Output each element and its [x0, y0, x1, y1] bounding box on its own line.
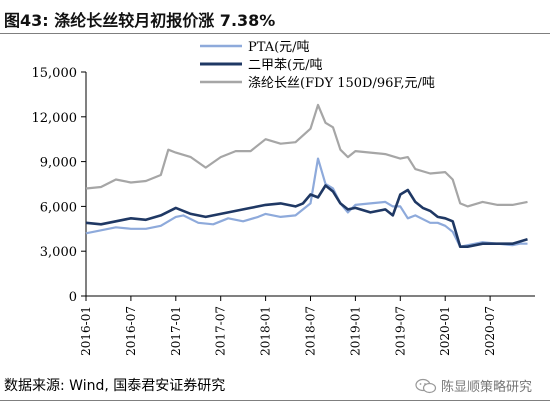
- y-tick-label: 6,000: [40, 200, 77, 215]
- x-tick-label: 2018-07: [304, 306, 318, 356]
- bottom-divider: [0, 400, 550, 401]
- wechat-icon: [415, 378, 437, 393]
- x-tick-label: 2020-01: [438, 306, 452, 356]
- y-tick-label: 9,000: [40, 156, 77, 171]
- x-tick-label: 2016-07: [124, 306, 138, 356]
- source-note: 数据来源: Wind, 国泰君安证券研究: [4, 378, 226, 394]
- legend-label: PTA(元/吨: [248, 40, 310, 55]
- x-tick-label: 2017-07: [214, 306, 228, 356]
- x-tick-label: 2018-01: [259, 306, 273, 356]
- x-tick-label: 2016-01: [79, 306, 93, 356]
- legend-label: 二甲苯(元/吨: [248, 58, 322, 73]
- y-tick-label: 15,000: [32, 66, 78, 81]
- watermark-text: 陈显顺策略研究: [441, 380, 533, 395]
- y-tick-label: 0: [69, 290, 77, 305]
- y-tick-label: 12,000: [32, 111, 78, 126]
- x-tick-label: 2019-07: [393, 306, 407, 356]
- y-tick-label: 3,000: [40, 245, 77, 260]
- series-line: [85, 103, 528, 208]
- x-tick-label: 2019-01: [348, 306, 362, 356]
- chart-title: 图43: 涤纶长丝较月初报价涨 7.38%: [4, 11, 276, 30]
- x-tick-label: 2017-01: [169, 306, 183, 356]
- watermark: 陈显顺策略研究: [415, 376, 532, 395]
- x-tick-label: 2020-07: [483, 306, 497, 356]
- series-line: [85, 184, 528, 248]
- title-bar: 图43: 涤纶长丝较月初报价涨 7.38%: [0, 0, 550, 34]
- line-chart: 0 3,000 6,000 9,000 12,000 15,000 2016-01 2016-…: [32, 40, 535, 356]
- legend-label: 涤纶长丝(FDY 150D/96F,元/吨: [248, 76, 435, 91]
